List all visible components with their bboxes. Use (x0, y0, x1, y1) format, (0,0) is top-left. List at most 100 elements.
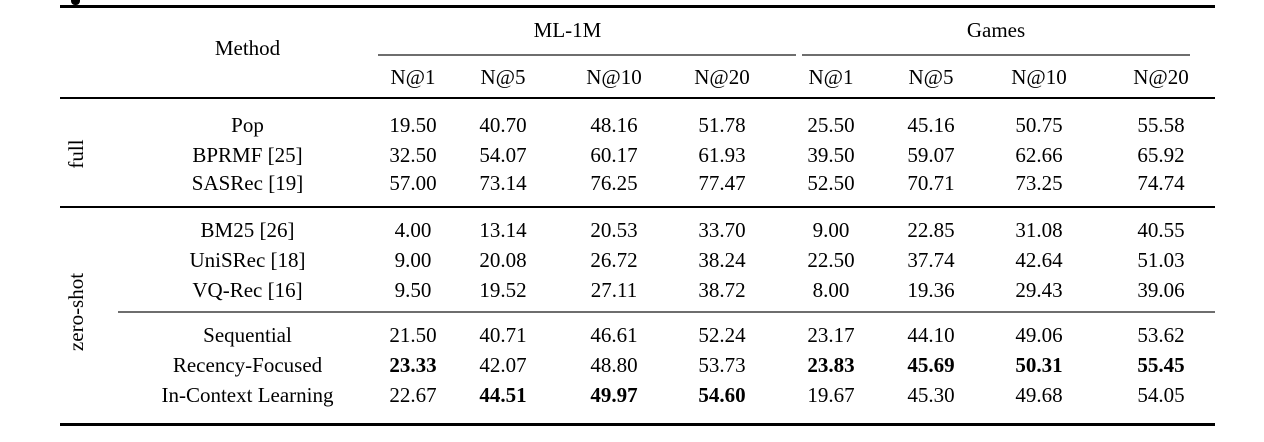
value-cell: 38.24 (698, 248, 746, 272)
value-cell: 77.47 (698, 171, 746, 195)
section-rule (60, 206, 1215, 208)
value-cell: 20.08 (479, 248, 527, 272)
value-cell: 37.74 (907, 248, 955, 272)
method-name: In-Context Learning (161, 383, 334, 407)
value-cell: 9.00 (394, 248, 432, 272)
value-cell: 51.03 (1137, 248, 1185, 272)
value-cell: 9.00 (812, 218, 850, 242)
value-cell: 50.75 (1015, 113, 1063, 137)
value-cell: 25.50 (807, 113, 855, 137)
value-cell: 40.70 (479, 113, 527, 137)
method-name: BPRMF [25] (192, 143, 303, 167)
subsection-cline (118, 311, 1215, 313)
value-cell: 48.80 (590, 353, 638, 377)
table-row: BPRMF [25] 32.50 54.07 60.17 61.93 39.50 59.07… (0, 142, 1264, 168)
value-cell: 73.14 (479, 171, 527, 195)
value-cell: 73.25 (1015, 171, 1063, 195)
games-cmidrule (802, 54, 1190, 56)
value-cell: 39.06 (1137, 278, 1185, 302)
value-cell: 54.05 (1137, 383, 1185, 407)
ml1m-cmidrule (378, 54, 796, 56)
value-cell: 19.36 (907, 278, 955, 302)
value-cell: 8.00 (812, 278, 850, 302)
value-cell: 65.92 (1137, 143, 1185, 167)
value-cell: 61.93 (698, 143, 746, 167)
metric-header-games-n20: N@20 (1133, 65, 1189, 89)
value-cell: 42.07 (479, 353, 527, 377)
value-cell: 51.78 (698, 113, 746, 137)
metric-header-games-n5: N@5 (908, 65, 954, 89)
metric-header-ml1m-n1: N@1 (390, 65, 436, 89)
value-cell: 54.60 (698, 383, 746, 407)
value-cell: 70.71 (907, 171, 955, 195)
value-cell: 23.83 (807, 353, 855, 377)
value-cell: 57.00 (389, 171, 437, 195)
value-cell: 19.67 (807, 383, 855, 407)
value-cell: 22.67 (389, 383, 437, 407)
value-cell: 40.71 (479, 323, 527, 347)
value-cell: 45.69 (907, 353, 955, 377)
table-row: BM25 [26] 4.00 13.14 20.53 33.70 9.00 22.85 31.… (0, 217, 1264, 243)
table-row: VQ-Rec [16] 9.50 19.52 27.11 38.72 8.00 19.36 2… (0, 277, 1264, 303)
table-row: UniSRec [18] 9.00 20.08 26.72 38.24 22.50 37.7… (0, 247, 1264, 273)
table-row: Recency-Focused 23.33 42.07 48.80 53.73 23.83… (0, 352, 1264, 378)
method-name: SASRec [19] (191, 171, 304, 195)
value-cell: 27.11 (590, 278, 638, 302)
metric-header-ml1m-n10: N@10 (586, 65, 642, 89)
value-cell: 20.53 (590, 218, 638, 242)
value-cell: 40.55 (1137, 218, 1185, 242)
value-cell: 4.00 (394, 218, 432, 242)
caption-crop-artifact (71, 0, 80, 5)
value-cell: 38.72 (698, 278, 746, 302)
value-cell: 74.74 (1137, 171, 1185, 195)
value-cell: 42.64 (1015, 248, 1063, 272)
group-header-games: Games (966, 18, 1026, 42)
value-cell: 53.62 (1137, 323, 1185, 347)
table-row: Sequential 21.50 40.71 46.61 52.24 23.17 44.10… (0, 322, 1264, 348)
value-cell: 45.30 (907, 383, 955, 407)
value-cell: 33.70 (698, 218, 746, 242)
value-cell: 22.85 (907, 218, 955, 242)
value-cell: 53.73 (698, 353, 746, 377)
value-cell: 55.58 (1137, 113, 1185, 137)
table-row: SASRec [19] 57.00 73.14 76.25 77.47 52.50 70.7… (0, 170, 1264, 196)
value-cell: 13.14 (479, 218, 527, 242)
value-cell: 48.16 (590, 113, 638, 137)
value-cell: 45.16 (907, 113, 955, 137)
metric-header-ml1m-n5: N@5 (480, 65, 526, 89)
value-cell: 22.50 (807, 248, 855, 272)
value-cell: 49.06 (1015, 323, 1063, 347)
value-cell: 44.51 (479, 383, 527, 407)
method-name: Pop (231, 113, 264, 137)
value-cell: 9.50 (394, 278, 432, 302)
value-cell: 29.43 (1015, 278, 1063, 302)
value-cell: 49.97 (590, 383, 638, 407)
group-header-ml1m: ML-1M (533, 18, 602, 42)
value-cell: 55.45 (1137, 353, 1185, 377)
method-name: Sequential (203, 323, 292, 347)
value-cell: 50.31 (1015, 353, 1063, 377)
value-cell: 21.50 (389, 323, 437, 347)
header-rule (60, 97, 1215, 99)
value-cell: 39.50 (807, 143, 855, 167)
value-cell: 31.08 (1015, 218, 1063, 242)
method-column-header: Method (214, 36, 281, 60)
value-cell: 62.66 (1015, 143, 1063, 167)
metric-header-ml1m-n20: N@20 (694, 65, 750, 89)
value-cell: 32.50 (389, 143, 437, 167)
top-rule (60, 5, 1215, 8)
value-cell: 26.72 (590, 248, 638, 272)
metric-header-games-n1: N@1 (808, 65, 854, 89)
method-name: UniSRec [18] (189, 248, 306, 272)
value-cell: 19.52 (479, 278, 527, 302)
bottom-rule (60, 423, 1215, 426)
value-cell: 23.33 (389, 353, 437, 377)
value-cell: 54.07 (479, 143, 527, 167)
value-cell: 59.07 (907, 143, 955, 167)
value-cell: 46.61 (590, 323, 638, 347)
value-cell: 76.25 (590, 171, 638, 195)
method-name: Recency-Focused (172, 353, 323, 377)
method-name: VQ-Rec [16] (192, 278, 303, 302)
metric-header-games-n10: N@10 (1011, 65, 1067, 89)
